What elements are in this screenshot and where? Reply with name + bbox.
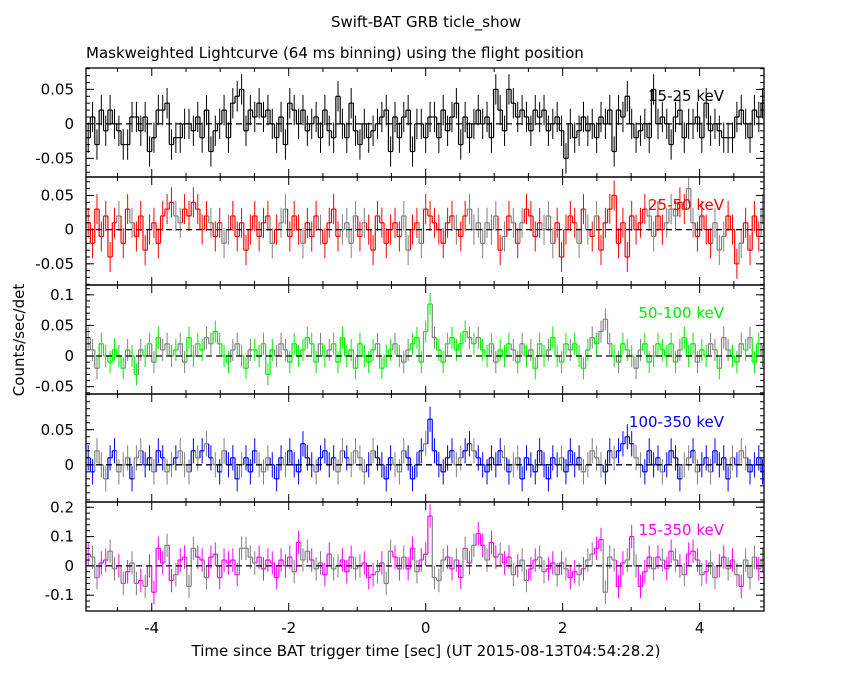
chart-title: Swift-BAT GRB ticle_show <box>331 13 521 32</box>
panel-frame <box>85 393 765 503</box>
panel-1: -0.05 0 0.05 25-50 keV <box>35 176 765 286</box>
y-tick-label: 0.2 <box>50 498 74 516</box>
y-tick-label: 0.1 <box>50 286 74 304</box>
x-tick-label: -4 <box>144 619 159 637</box>
panel-frame <box>85 501 765 612</box>
y-tick-label: 0.05 <box>41 316 74 334</box>
x-tick-label: 4 <box>695 619 705 637</box>
y-tick-label: -0.05 <box>35 149 74 167</box>
y-tick-label: 0 <box>64 115 74 133</box>
panel-2: -0.05 0 0.05 0.1 50-100 keV <box>35 284 765 396</box>
band-label: 15-350 keV <box>638 521 724 539</box>
y-tick-label: 0 <box>64 456 74 474</box>
x-tick-label: 2 <box>558 619 568 637</box>
x-tick-label: 0 <box>421 619 431 637</box>
x-axis-label: Time since BAT trigger time [sec] (UT 20… <box>191 642 661 660</box>
y-axis-label: Counts/sec/det <box>10 284 28 397</box>
band-label: 100-350 keV <box>629 413 725 431</box>
y-tick-label: 0 <box>64 557 74 575</box>
y-tick-label: 0.05 <box>41 186 74 204</box>
y-tick-label: -0.1 <box>45 586 74 604</box>
panel-3: 0 0.05 100-350 keV <box>41 393 765 503</box>
y-tick-label: 0 <box>64 347 74 365</box>
chart-subtitle: Maskweighted Lightcurve (64 ms binning) … <box>86 44 584 62</box>
y-tick-label: -0.05 <box>35 255 74 273</box>
x-tick-label: -2 <box>281 619 296 637</box>
panel-0: -0.05 0 0.05 15-25 keV <box>35 67 765 178</box>
band-label: 50-100 keV <box>638 304 724 322</box>
y-tick-label: 0.05 <box>41 421 74 439</box>
band-label: 25-50 keV <box>648 196 725 214</box>
y-tick-label: 0.05 <box>41 80 74 98</box>
y-tick-label: -0.05 <box>35 378 74 396</box>
y-tick-label: 0.1 <box>50 528 74 546</box>
y-tick-label: 0 <box>64 221 74 239</box>
panel-4: -0.1 0 0.1 0.2 15-350 keV <box>45 498 765 612</box>
band-label: 15-25 keV <box>648 87 725 105</box>
